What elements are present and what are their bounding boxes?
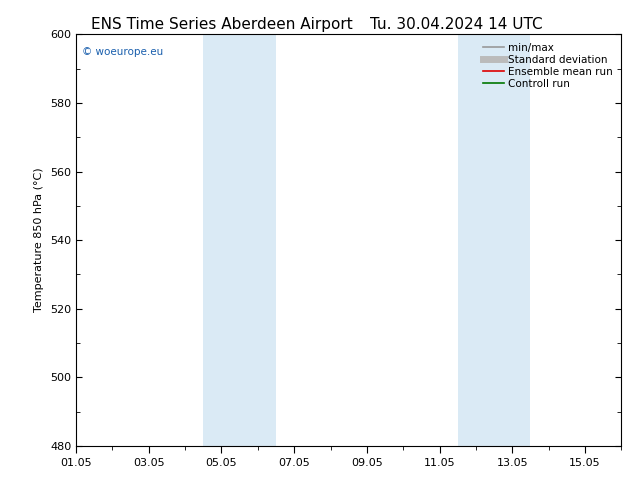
Y-axis label: Temperature 850 hPa (°C): Temperature 850 hPa (°C) <box>34 168 44 313</box>
Legend: min/max, Standard deviation, Ensemble mean run, Controll run: min/max, Standard deviation, Ensemble me… <box>480 40 616 92</box>
Text: Tu. 30.04.2024 14 UTC: Tu. 30.04.2024 14 UTC <box>370 17 543 32</box>
Bar <box>204 34 276 446</box>
Bar <box>458 34 531 446</box>
Text: ENS Time Series Aberdeen Airport: ENS Time Series Aberdeen Airport <box>91 17 353 32</box>
Text: © woeurope.eu: © woeurope.eu <box>82 47 163 57</box>
